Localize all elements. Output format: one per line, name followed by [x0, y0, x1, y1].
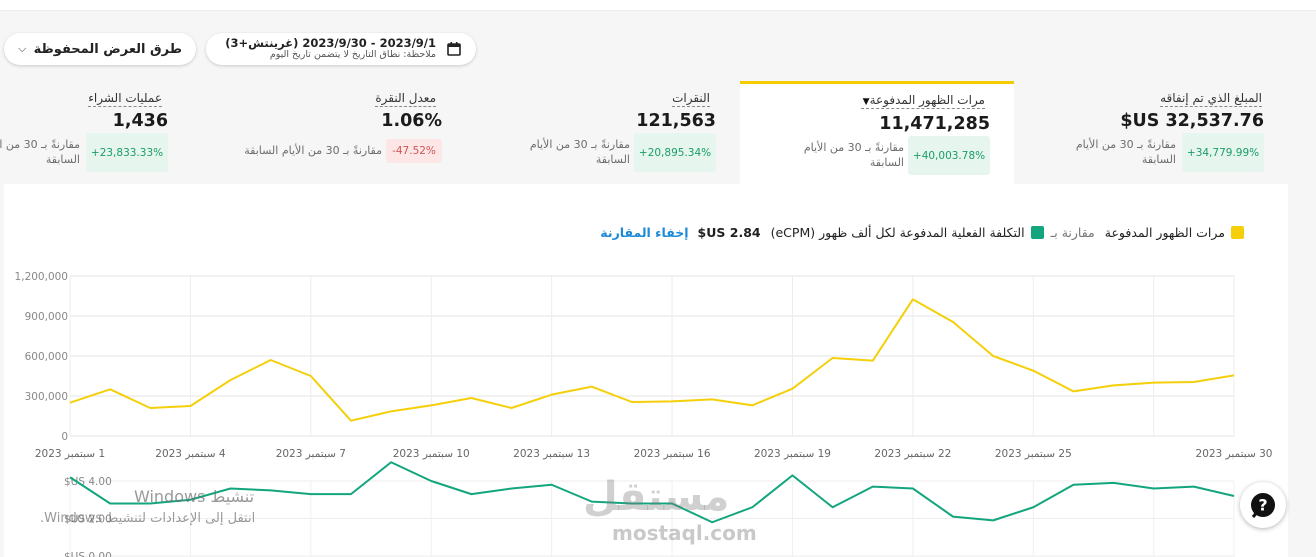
calendar-icon: [447, 42, 461, 56]
metric-change-badge: +40,003.78%: [908, 136, 990, 175]
y-tick-label: 900,000: [25, 311, 68, 323]
y-tick-label: 300,000: [25, 391, 68, 403]
x-tick-label: 22 سبتمبر 2023: [874, 448, 951, 460]
watermark-domain: mostaql.com: [612, 521, 757, 545]
x-tick-label: 30 سبتمبر 2023: [1196, 448, 1273, 460]
metric-change-badge: -47.52%: [386, 139, 442, 163]
metric-compare-text: مقارنةً بـ 30 من الأيام السابقة: [1075, 138, 1176, 166]
metric-compare-text: مقارنةً بـ 30 من ا السابقة: [0, 138, 80, 166]
windows-activation-title: Windows تنشيط: [134, 487, 255, 506]
metric-value: 121,563: [636, 111, 716, 131]
x-tick-label: 16 سبتمبر 2023: [634, 448, 711, 460]
chart-panel: [4, 184, 1288, 557]
y-tick-label: 1,200,000: [15, 271, 68, 283]
legend-primary[interactable]: مرات الظهور المدفوعة: [1105, 225, 1244, 240]
y-tick-label: 600,000: [25, 351, 68, 363]
metric-title: عمليات الشراء: [88, 91, 162, 107]
metric-value: 11,471,285: [879, 114, 990, 134]
y2-tick-label: $US 4.00: [64, 476, 112, 488]
impressions-series-line: [69, 298, 1235, 422]
x-tick-label: 1 سبتمبر 2023: [35, 448, 105, 460]
legend-compare-prefix: مقارنة بـ: [1050, 225, 1095, 240]
metric-card-paid-impressions[interactable]: مرات الظهور المدفوعة▼ 11,471,285 +40,003…: [740, 81, 1014, 184]
chart-legend: مرات الظهور المدفوعة مقارنة بـ التكلفة ا…: [580, 225, 1244, 240]
metric-title: مرات الظهور المدفوعة▼: [860, 93, 985, 109]
date-range-picker[interactable]: 2023/9/1 - 2023/9/30 (غرينتش+3) ملاحظة: …: [206, 33, 476, 65]
metric-change-badge: +20,895.34%: [634, 133, 716, 172]
metric-card-clicks[interactable]: النقرات 121,563 +20,895.34% مقارنةً بـ 3…: [466, 81, 740, 184]
saved-views-label: طرق العرض المحفوظة: [33, 41, 182, 57]
help-icon: ?: [1251, 493, 1276, 518]
legend-primary-swatch: [1231, 226, 1244, 239]
svg-text:?: ?: [1258, 496, 1267, 515]
metric-compare-text: مقارنةً بـ 30 من الأيام السابقة: [244, 144, 382, 157]
windows-activation-subtitle: انتقل إلى الإعدادات لتنشيط Windows.: [40, 511, 256, 526]
x-tick-label: 4 سبتمبر 2023: [155, 448, 226, 460]
metric-card-ctr[interactable]: معدل النقرة 1.06% -47.52% مقارنةً بـ 30 …: [194, 81, 466, 184]
legend-secondary[interactable]: التكلفة الفعلية المدفوعة لكل ألف ظهور (e…: [771, 225, 1044, 240]
caret-down-icon: ▼: [862, 97, 870, 107]
metric-value: 1,436: [112, 111, 168, 131]
legend-secondary-swatch: [1030, 226, 1044, 239]
ecpm-series-line: [69, 461, 1235, 524]
help-button[interactable]: ?: [1240, 482, 1286, 528]
y-tick-label: 0: [61, 431, 68, 443]
x-tick-label: 13 سبتمبر 2023: [513, 448, 590, 460]
date-range-label: 2023/9/1 - 2023/9/30 (غرينتش+3): [225, 36, 436, 51]
metric-card-spend[interactable]: المبلغ الذي تم إنفاقه $US 32,537.76 +34,…: [1014, 81, 1290, 184]
metric-title: معدل النقرة: [375, 91, 436, 107]
metric-value: $US 32,537.76: [1120, 111, 1264, 131]
hide-compare-link[interactable]: إخفاء المقارنة: [600, 225, 689, 240]
watermark-logo: مستقل: [583, 474, 730, 520]
metric-compare-text: مقارنةً بـ 30 من الأيام السابقة: [529, 138, 630, 166]
x-tick-label: 19 سبتمبر 2023: [754, 448, 831, 460]
metric-card-purchases[interactable]: عمليات الشراء 1,436 +23,833.33% مقارنةً …: [0, 81, 194, 184]
top-bar: [0, 0, 1316, 11]
x-tick-label: 7 سبتمبر 2023: [276, 448, 346, 460]
chevron-down-icon: ⌵: [18, 42, 27, 55]
metric-value: 1.06%: [381, 111, 442, 131]
metric-change-badge: +23,833.33%: [86, 133, 168, 172]
y2-tick-label: $US 2.00: [64, 514, 112, 526]
metric-title: النقرات: [672, 91, 710, 107]
x-tick-label: 10 سبتمبر 2023: [393, 448, 470, 460]
y2-tick-label: $US 0.00: [64, 551, 112, 557]
date-range-note: ملاحظة: نطاق التاريخ لا يتضمن تاريخ اليو…: [269, 49, 436, 61]
metric-change-badge: +34,779.99%: [1182, 133, 1264, 172]
metric-title: المبلغ الذي تم إنفاقه: [1160, 91, 1262, 107]
saved-views-dropdown[interactable]: طرق العرض المحفوظة ⌵: [4, 33, 196, 65]
ecpm-value: $US 2.84: [697, 225, 761, 240]
metric-compare-text: مقارنةً بـ 30 من الأيام السابقة: [803, 141, 904, 169]
x-tick-label: 25 سبتمبر 2023: [995, 448, 1072, 460]
